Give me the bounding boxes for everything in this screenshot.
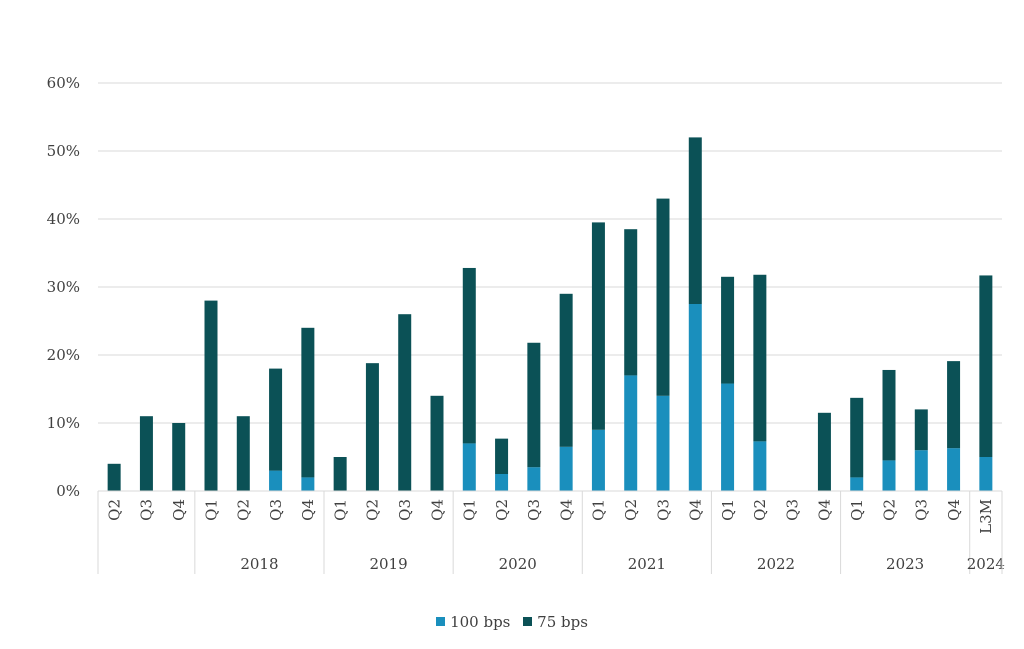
bar-segment-100bps [914,450,928,491]
x-tick-label: Q3 [138,499,156,521]
bar-segment-100bps [624,375,638,491]
year-group-label: 2024 [967,555,1005,573]
legend: 100 bps 75 bps [0,612,1024,631]
x-tick-label: Q4 [170,499,188,521]
y-tick-label: 0% [56,482,80,500]
x-tick-label: Q3 [654,499,672,521]
x-tick-label: Q4 [557,499,575,521]
x-tick-label: Q1 [719,499,737,521]
bar-segment-75bps [656,198,670,396]
bar-segment-75bps [495,438,509,474]
x-tick-label: Q2 [364,499,382,521]
x-tick-label: Q4 [687,499,705,521]
bar-segment-100bps [721,383,735,491]
bar-segment-100bps [947,448,961,491]
bar-segment-75bps [882,369,896,461]
x-tick-label: Q2 [751,499,769,521]
bar-segment-75bps [947,361,961,449]
year-group-label: 2023 [886,555,924,573]
bar-segment-100bps [495,474,509,491]
x-tick-label: Q3 [396,499,414,521]
legend-swatch-75bps [523,617,533,626]
bar-segment-100bps [882,460,896,491]
bar-segment-75bps [204,300,218,491]
bar-segment-100bps [656,395,670,491]
stacked-bar-chart: 0%10%20%30%40%50%60% Q2 Q3 Q4 Q1 Q2 Q3 Q4 Q1 Q2 Q… [47,74,1005,574]
x-tick-label: Q3 [267,499,285,521]
bar-segment-75bps [462,267,476,444]
gridlines [98,82,1002,492]
x-tick-label: Q1 [848,499,866,521]
y-tick-label: 30% [47,278,80,296]
x-tick-label: Q3 [913,499,931,521]
bar-segment-75bps [107,463,121,491]
bar-segment-100bps [688,304,702,491]
bar-segment-100bps [527,467,541,491]
x-tick-label: Q4 [299,499,317,521]
x-tick-label: Q1 [461,499,479,521]
x-tick-label: Q2 [235,499,253,521]
bar-segment-75bps [817,412,831,491]
y-tick-label: 40% [47,210,80,228]
bar-segment-100bps [559,446,573,491]
y-tick-label: 20% [47,346,80,364]
bar-segment-75bps [914,409,928,451]
x-tick-label: Q2 [105,499,123,521]
legend-swatch-100bps [436,617,446,626]
bar-segment-75bps [624,229,638,376]
bar-segment-75bps [333,457,347,491]
x-axis: Q2 Q3 Q4 Q1 Q2 Q3 Q4 Q1 Q2 Q3 Q4 Q1 Q2 Q3 Q4 Q1 Q2 Q3 Q4 Q1… [97,490,1005,574]
bar-segment-75bps [527,342,541,468]
bar-segment-100bps [591,429,605,491]
x-tick-label: Q3 [783,499,801,521]
x-tick-label: Q4 [816,499,834,521]
bar-segment-100bps [979,457,993,491]
year-group-label: 2022 [757,555,795,573]
year-group-label: 2019 [369,555,407,573]
legend-item-75bps: 75 bps [523,613,588,631]
bar-segment-75bps [398,314,412,491]
y-tick-label: 60% [47,74,80,92]
legend-label-75bps: 75 bps [537,612,588,631]
legend-label-100bps: 100 bps [450,612,511,631]
y-tick-label: 50% [47,142,80,160]
y-tick-label: 10% [47,414,80,432]
x-tick-label: L3M [977,499,995,534]
bar-segment-100bps [269,470,283,491]
bar-segment-75bps [365,363,379,491]
bar-segment-75bps [559,293,573,447]
y-axis-tick-labels: 0% 10% 20% 30% 40% 50% 60% [47,74,80,500]
bar-segment-75bps [172,423,186,491]
bar-segment-100bps [301,477,315,491]
bar-segment-100bps [753,441,767,491]
x-tick-label: Q1 [202,499,220,521]
x-tick-label: Q2 [622,499,640,521]
x-tick-label: Q4 [428,499,446,521]
bar-segment-75bps [236,416,250,491]
bars [107,137,993,491]
bar-segment-75bps [979,275,993,457]
bar-segment-75bps [430,395,444,491]
bar-segment-75bps [139,416,153,491]
bar-segment-75bps [721,276,735,384]
x-tick-label: Q2 [493,499,511,521]
legend-item-100bps: 100 bps [436,613,510,631]
x-tick-label: Q4 [945,499,963,521]
year-group-label: 2021 [628,555,666,573]
bar-segment-75bps [850,397,864,478]
year-group-label: 2018 [240,555,278,573]
bar-segment-75bps [301,327,315,478]
x-tick-label: Q1 [331,499,349,521]
x-tick-label: Q3 [525,499,543,521]
x-tick-label: Q1 [590,499,608,521]
bar-segment-100bps [850,477,864,491]
bar-segment-100bps [462,443,476,491]
bar-segment-75bps [753,274,767,442]
x-tick-label: Q2 [880,499,898,521]
bar-segment-75bps [269,368,283,471]
bar-segment-75bps [591,222,605,430]
year-group-label: 2020 [499,555,537,573]
bar-segment-75bps [688,137,702,304]
